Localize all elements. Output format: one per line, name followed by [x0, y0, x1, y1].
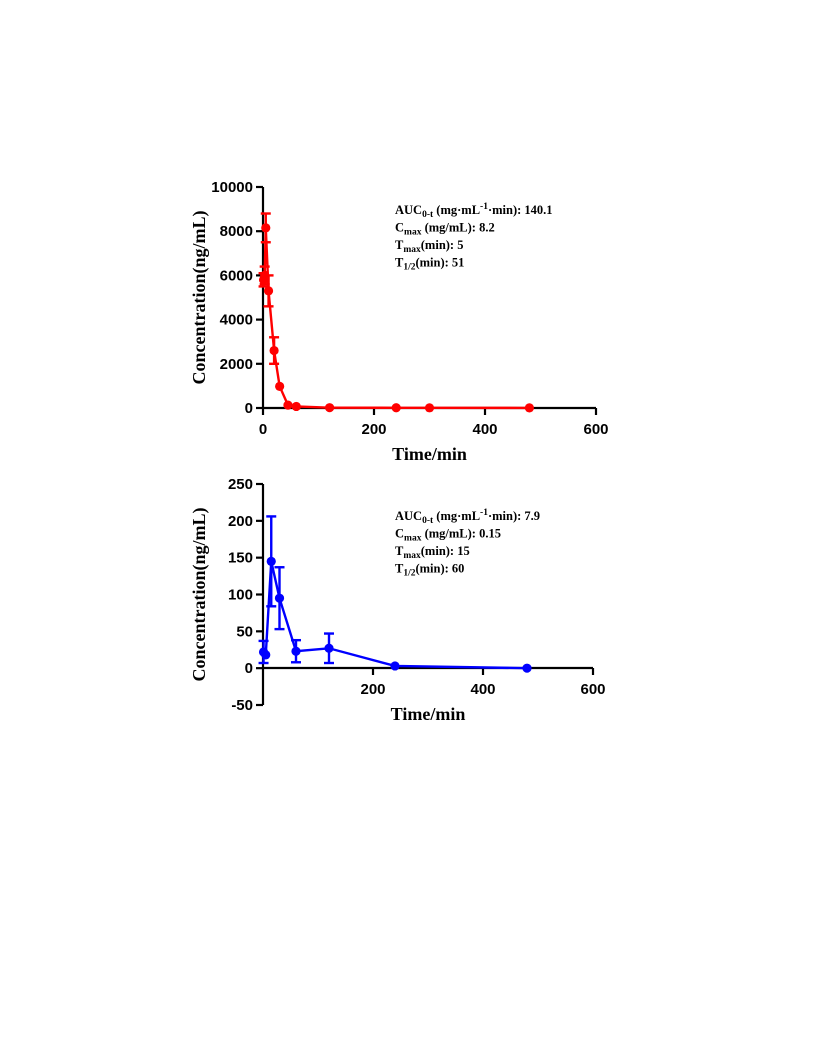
y-tick-label: 6000 — [220, 267, 253, 284]
pk-parameter-text: T1/2(min): 51 — [395, 256, 464, 273]
data-point — [261, 223, 271, 233]
y-tick-label: 10000 — [211, 179, 253, 196]
data-point — [291, 646, 301, 656]
y-tick-label: 100 — [228, 587, 253, 604]
x-tick-label: 600 — [583, 421, 608, 438]
x-axis-title: Time/min — [391, 704, 466, 724]
x-tick-label: 0 — [259, 421, 267, 438]
pk-parameter-text: AUC0-t (mg·mL-1·min): 140.1 — [395, 202, 553, 220]
data-point — [275, 381, 285, 391]
pk-parameter-text: Cmax (mg/mL): 8.2 — [395, 221, 495, 238]
x-tick-label: 400 — [472, 421, 497, 438]
data-point — [324, 643, 334, 653]
data-point — [263, 286, 274, 296]
data-point — [260, 270, 270, 280]
x-tick-label: 600 — [580, 681, 605, 698]
data-point — [261, 650, 271, 660]
y-tick-label: 250 — [228, 476, 253, 493]
y-tick-label: 0 — [245, 400, 253, 417]
y-tick-label: 150 — [228, 550, 253, 567]
pk-parameter-text: AUC0-t (mg·mL-1·min): 7.9 — [395, 508, 540, 526]
y-tick-label: -50 — [231, 697, 253, 714]
y-axis-title: Concentration(ng/mL) — [189, 211, 210, 385]
data-point — [522, 663, 532, 673]
x-tick-label: 200 — [360, 681, 385, 698]
data-point — [274, 593, 285, 603]
pk-parameter-text: Tmax(min): 5 — [395, 238, 463, 255]
chart-panel-blue: -50 0 50 100 150 200 250 200 400 600 Time/min Conce… — [189, 476, 606, 724]
data-point — [524, 403, 535, 413]
data-point — [269, 345, 279, 356]
pk-parameter-text: T1/2(min): 60 — [395, 562, 464, 579]
y-tick-label: 4000 — [220, 312, 253, 329]
data-point — [266, 556, 276, 566]
y-tick-label: 8000 — [220, 223, 253, 240]
y-axis-title: Concentration(ng/mL) — [189, 508, 210, 682]
series-line — [262, 561, 528, 670]
y-tick-label: 2000 — [220, 356, 253, 373]
data-point — [291, 401, 301, 412]
pk-parameter-text: Cmax (mg/mL): 0.15 — [395, 527, 501, 544]
chart-panel-red: 0 2000 4000 6000 8000 10000 0 200 400 600 Time/min… — [189, 179, 609, 464]
data-point — [283, 400, 293, 410]
x-tick-label: 200 — [361, 421, 386, 438]
y-tick-label: 50 — [236, 623, 253, 640]
x-tick-label: 400 — [470, 681, 495, 698]
x-axis-title: Time/min — [392, 444, 467, 464]
data-point — [391, 403, 401, 413]
data-point — [325, 403, 335, 413]
data-point — [424, 403, 435, 413]
y-tick-label: 200 — [228, 513, 253, 530]
pk-parameter-text: Tmax(min): 15 — [395, 544, 470, 561]
y-tick-label: 0 — [245, 660, 253, 677]
data-point — [390, 661, 400, 671]
